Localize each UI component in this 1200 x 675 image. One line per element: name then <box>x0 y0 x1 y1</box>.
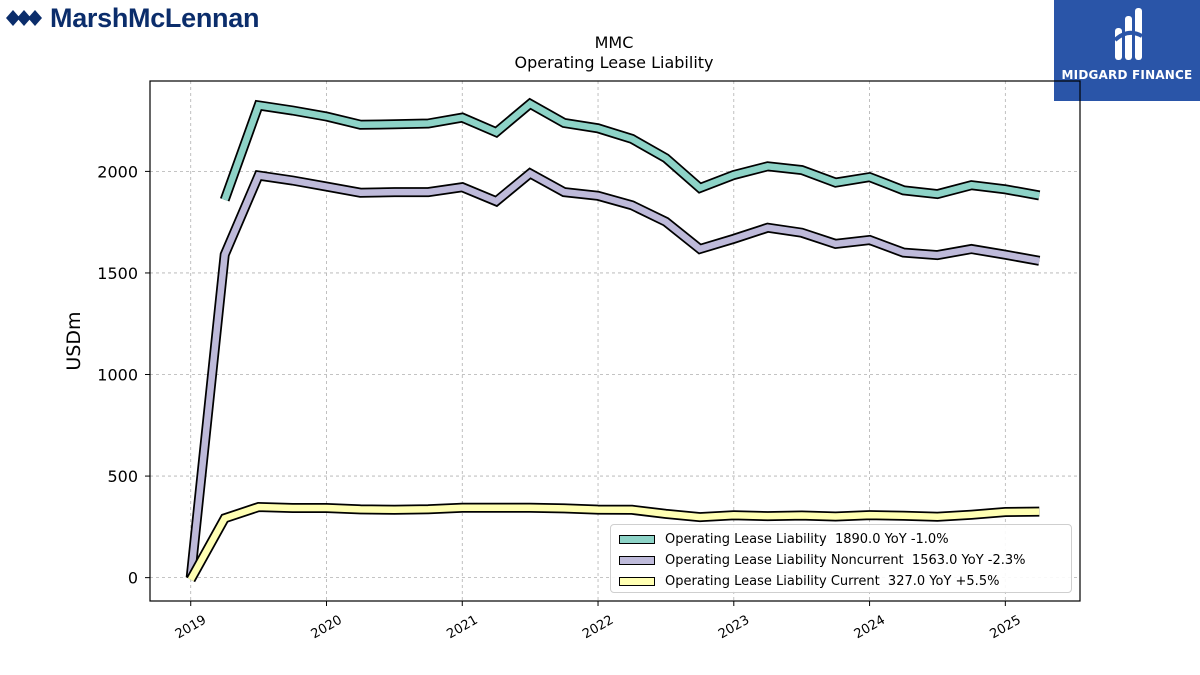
y-axis-label: USDm <box>63 311 85 370</box>
y-tick-label: 2000 <box>97 162 138 181</box>
grid-lines <box>150 81 1080 601</box>
brand-header: MarshMcLennan <box>4 2 259 34</box>
plot-frame <box>149 80 1081 602</box>
legend-swatch-total <box>619 535 655 544</box>
x-tick-label: 2023 <box>716 613 752 643</box>
legend-label-total: Operating Lease Liability 1890.0 YoY -1.… <box>665 532 949 547</box>
x-tick-label: 2025 <box>987 613 1023 643</box>
series-line-1 <box>187 169 1040 578</box>
series-line-2 <box>187 503 1040 582</box>
chart-title: MMC <box>595 33 634 52</box>
legend-label-current: Operating Lease Liability Current 327.0 … <box>665 574 1000 589</box>
x-tick-label: 2024 <box>852 613 888 643</box>
legend-entry: Operating Lease Liability 1890.0 YoY -1.… <box>611 529 1071 550</box>
legend-entry: Operating Lease Liability Current 327.0 … <box>611 571 1071 592</box>
brand-badge-name: MIDGARD FINANCE <box>1061 68 1193 82</box>
midgard-logo-icon <box>1113 8 1143 60</box>
x-tick-label: 2021 <box>444 613 480 643</box>
y-tick-label: 1500 <box>97 264 138 283</box>
marsh-mclennan-logo-icon <box>6 10 42 26</box>
y-tick-label: 0 <box>128 569 138 588</box>
legend-swatch-current <box>619 577 655 586</box>
legend-swatch-noncurrent <box>619 556 655 565</box>
legend-label-noncurrent: Operating Lease Liability Noncurrent 156… <box>665 553 1026 568</box>
brand-name: MarshMcLennan <box>50 2 260 33</box>
y-tick-label: 1000 <box>97 366 138 385</box>
chart-subtitle: Operating Lease Liability <box>514 53 713 72</box>
x-tick-label: 2022 <box>580 613 616 643</box>
series-lines <box>185 97 1041 583</box>
brand-badge: MIDGARD FINANCE <box>1054 0 1200 101</box>
chart-legend: Operating Lease Liability 1890.0 YoY -1.… <box>610 524 1072 593</box>
y-tick-label: 500 <box>107 467 138 486</box>
x-tick-label: 2019 <box>173 613 209 643</box>
legend-entry: Operating Lease Liability Noncurrent 156… <box>611 550 1071 571</box>
series-line-0 <box>221 99 1040 201</box>
x-tick-label: 2020 <box>309 613 345 643</box>
